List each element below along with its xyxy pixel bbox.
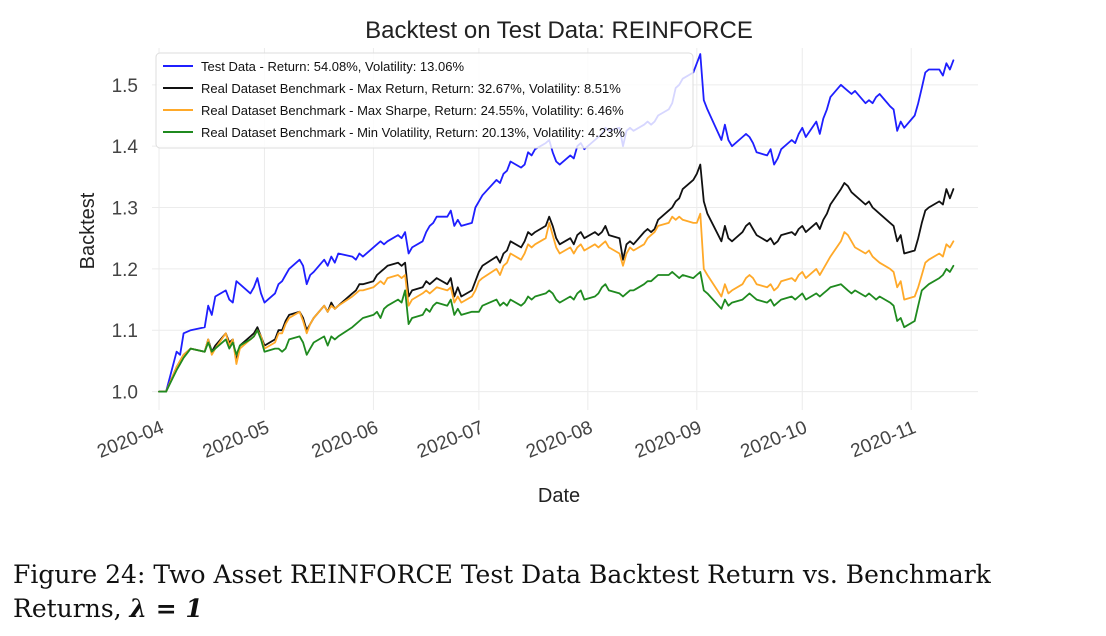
legend-label: Test Data - Return: 54.08%, Volatility: … [201, 59, 464, 74]
legend-items: Test Data - Return: 54.08%, Volatility: … [163, 59, 625, 140]
figure-caption: Figure 24: Two Asset REINFORCE Test Data… [13, 558, 1093, 626]
x-tick-label: 2020-09 [632, 417, 705, 463]
y-tick-label: 1.4 [112, 137, 139, 158]
y-tick-label: 1.0 [112, 383, 138, 404]
y-tick-label: 1.1 [112, 321, 138, 342]
series-line-1 [158, 53, 955, 393]
y-axis-title: Backtest [77, 192, 99, 269]
x-axis-title: Date [538, 485, 580, 507]
legend-label: Real Dataset Benchmark - Min Volatility,… [201, 125, 625, 140]
caption-text: Figure 24: Two Asset REINFORCE Test Data… [13, 560, 991, 623]
legend-label: Real Dataset Benchmark - Max Return, Ret… [201, 81, 621, 96]
series-line-4 [158, 264, 955, 393]
series-line-3 [158, 212, 955, 393]
legend-label: Real Dataset Benchmark - Max Sharpe, Ret… [201, 103, 624, 118]
series-line-2 [158, 163, 955, 393]
x-tick-label: 2020-10 [738, 417, 811, 463]
y-tick-label: 1.2 [112, 260, 138, 281]
legend: Test Data - Return: 54.08%, Volatility: … [155, 52, 694, 149]
chart-title: Backtest on Test Data: REINFORCE [365, 17, 753, 44]
legend-box [155, 52, 694, 149]
caption-math: λ = 1 [129, 594, 203, 623]
y-tick-labels: 1.0 1.1 1.2 1.3 1.4 1.5 [112, 76, 139, 404]
x-tick-label: 2020-06 [309, 417, 382, 463]
x-tick-labels: 2020-04 2020-05 2020-06 2020-07 2020-08 2020-… [94, 417, 919, 463]
series-lines [158, 53, 955, 393]
x-tick-label: 2020-05 [200, 417, 273, 463]
x-tick-label: 2020-07 [414, 417, 487, 463]
x-tick-label: 2020-04 [94, 417, 167, 463]
y-tick-label: 1.5 [112, 76, 138, 97]
x-tick-label: 2020-11 [848, 417, 919, 462]
x-tick-label: 2020-08 [523, 417, 596, 463]
y-tick-label: 1.3 [112, 199, 138, 220]
backtest-chart: Backtest on Test Data: REINFORCE 1.01.11… [77, 17, 978, 507]
